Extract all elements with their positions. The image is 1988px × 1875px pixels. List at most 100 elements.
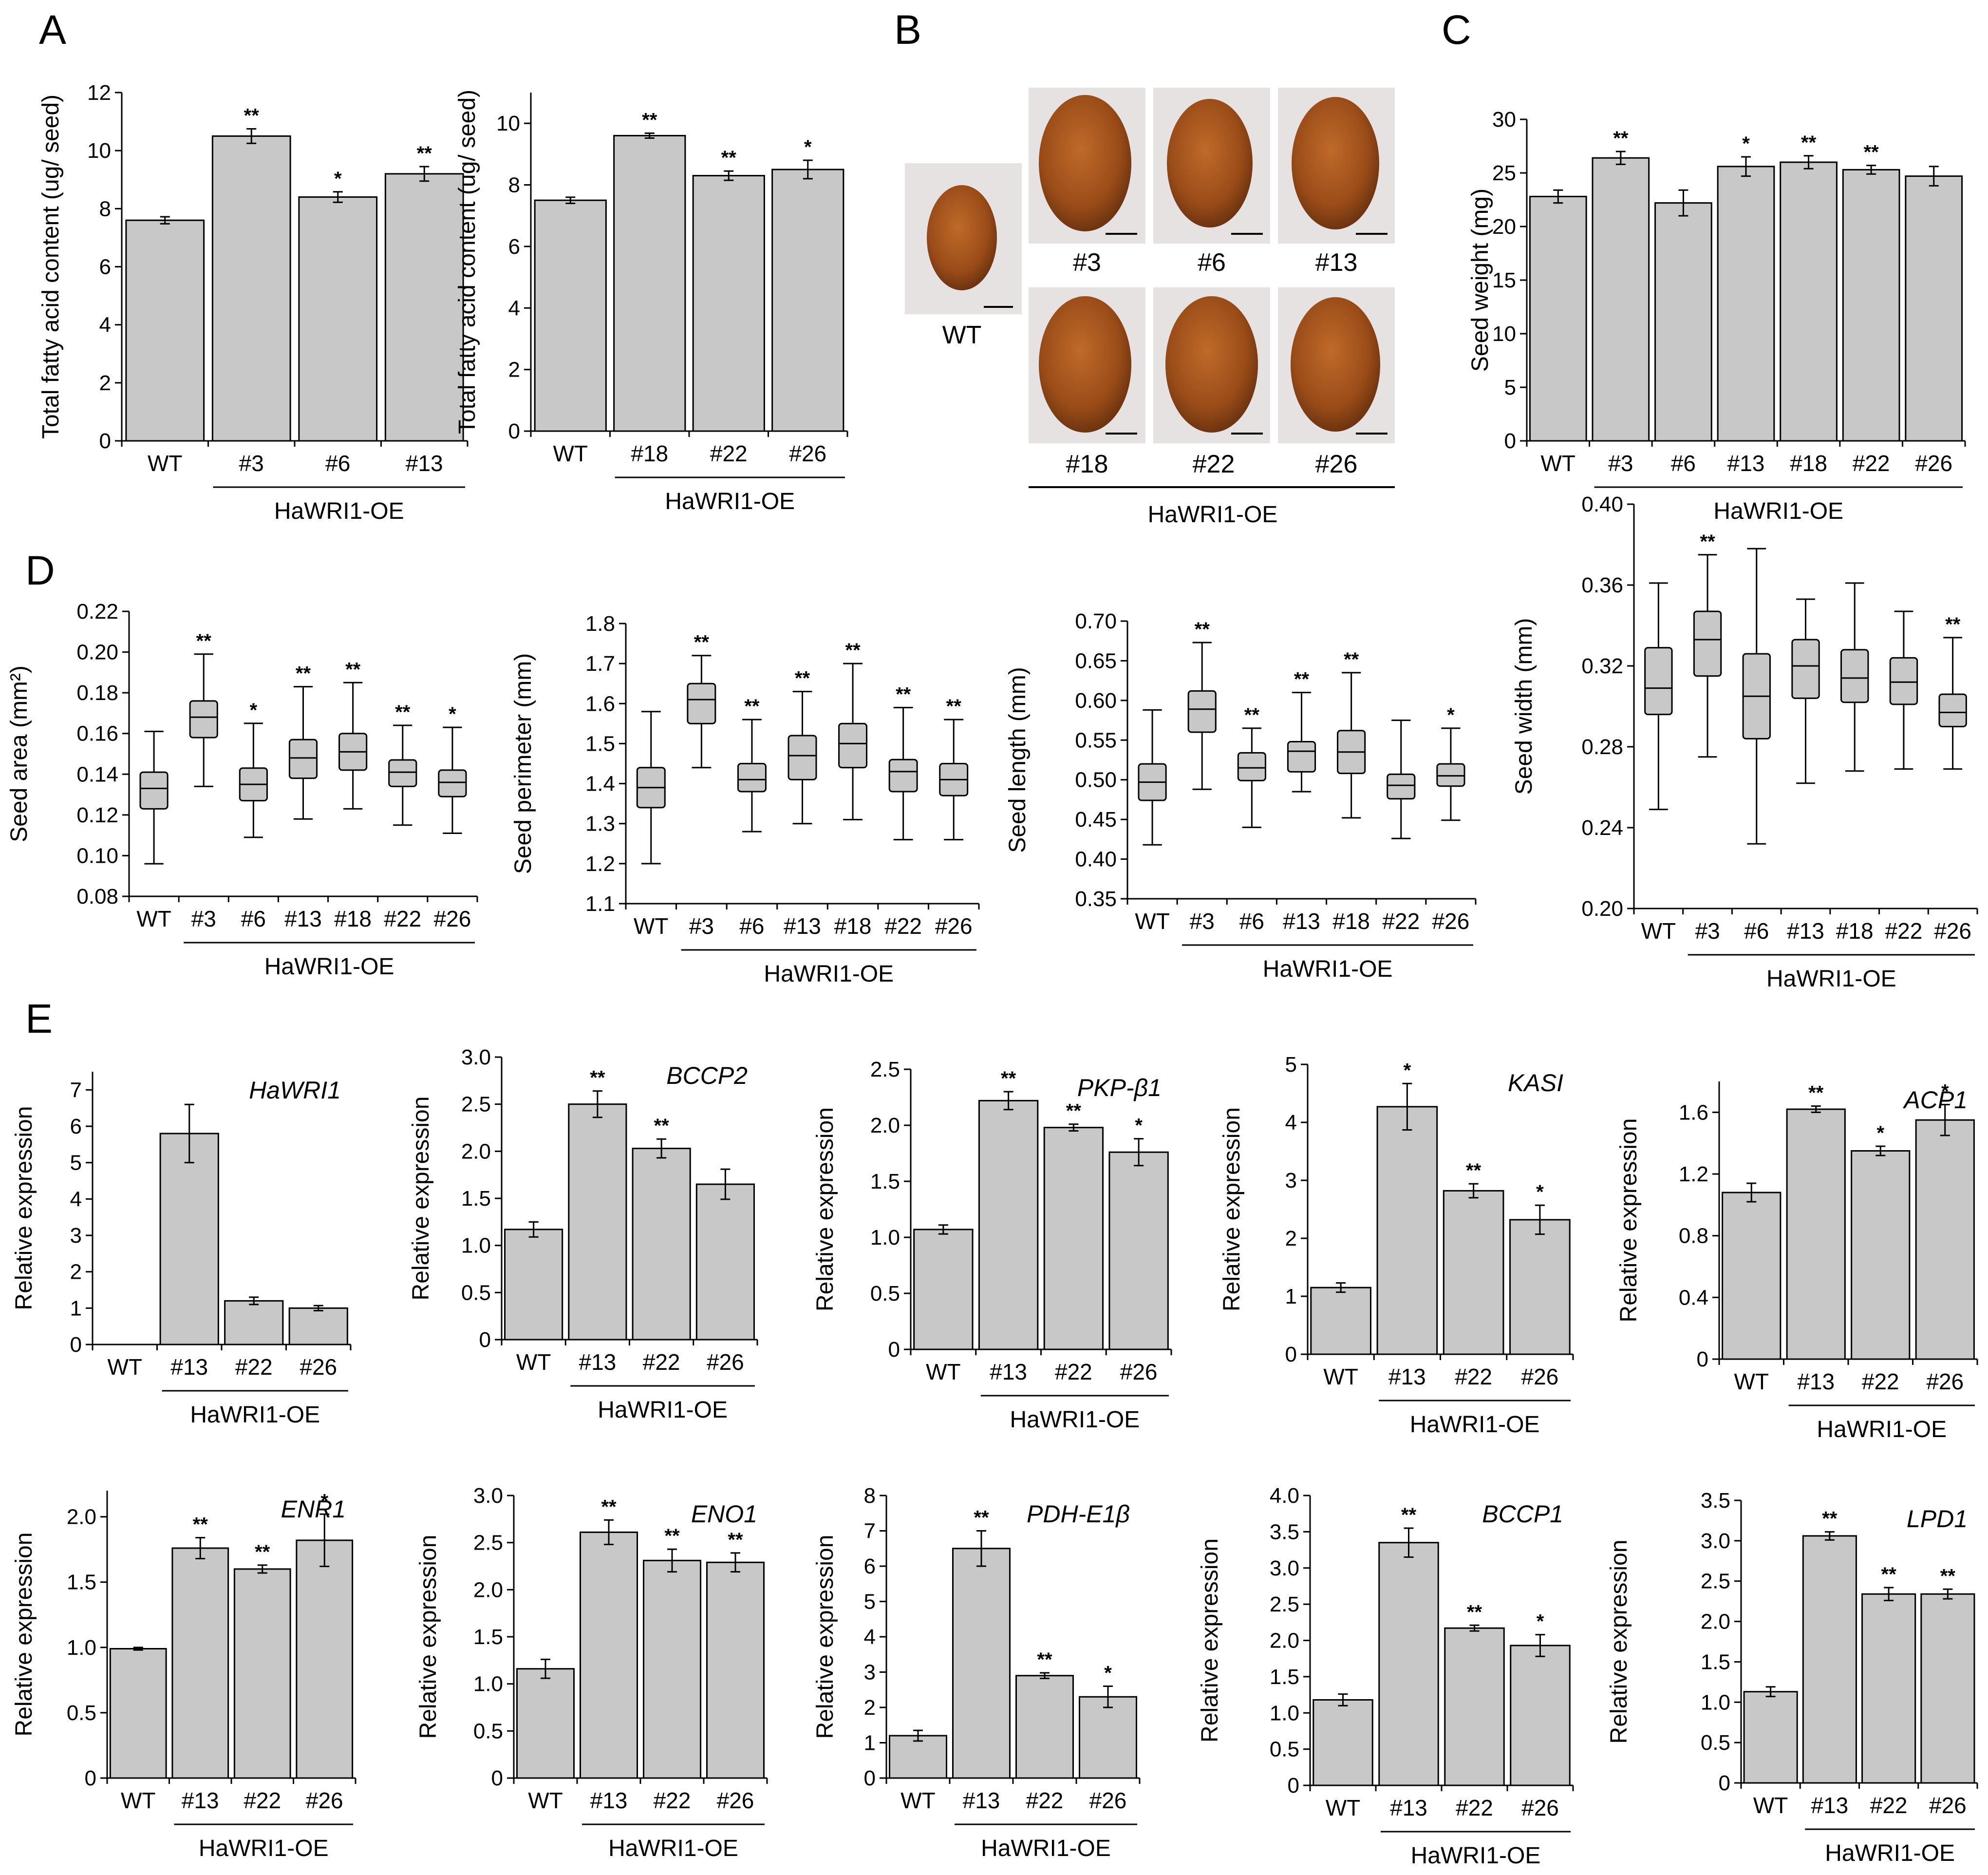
y-tick-label: 0.40 xyxy=(1581,492,1623,516)
category-label: #22 xyxy=(384,906,421,931)
box xyxy=(1791,639,1820,699)
y-axis-label: Relative expression xyxy=(11,1533,37,1737)
bar xyxy=(1443,1190,1504,1355)
bar xyxy=(516,1668,575,1779)
y-tick-label: 2.0 xyxy=(473,1578,503,1602)
y-tick-label: 0.36 xyxy=(1581,573,1623,597)
y-tick-label: 3 xyxy=(1285,1169,1297,1193)
significance-mark: * xyxy=(1536,1181,1544,1203)
y-tick-label: 0.28 xyxy=(1581,735,1623,759)
category-label: WT xyxy=(1135,909,1170,934)
box xyxy=(1436,763,1465,787)
chart-expr-hawri1: 0 1 2 3 4 5 6 7 Relative expression WT #13 #22 #26 Ha… xyxy=(11,1072,352,1428)
group-label: HaWRI1-OE xyxy=(264,954,394,980)
category-label: #3 xyxy=(1695,918,1720,944)
y-tick-label: 1.3 xyxy=(585,812,615,836)
seed-18 xyxy=(1039,296,1131,433)
y-axis-label: Seed width (mm) xyxy=(1511,618,1537,795)
significance-mark: ** xyxy=(296,663,311,684)
box xyxy=(737,763,767,793)
y-tick-label: 2.5 xyxy=(473,1531,503,1555)
y-tick-label: 2.5 xyxy=(461,1093,491,1117)
bar xyxy=(913,1229,974,1350)
category-label: #13 xyxy=(1283,909,1320,934)
bar xyxy=(1444,1627,1505,1786)
box xyxy=(1938,693,1967,727)
gene-label: ACP1 xyxy=(1902,1086,1968,1114)
significance-mark: ** xyxy=(1822,1508,1838,1530)
significance-mark: * xyxy=(250,700,258,721)
y-tick-label: 3.5 xyxy=(1701,1489,1730,1513)
group-label: HaWRI1-OE xyxy=(190,1402,320,1428)
y-tick-label: 0 xyxy=(1697,1347,1708,1371)
bar xyxy=(1376,1106,1438,1355)
category-label: #22 xyxy=(1456,1795,1493,1820)
significance-mark: ** xyxy=(1808,1082,1824,1104)
y-tick-label: 1.0 xyxy=(1270,1701,1299,1725)
y-tick-label: 0 xyxy=(888,1338,900,1362)
category-label: #6 xyxy=(241,906,266,931)
y-axis-label: Total fatty acid content (ug/ seed) xyxy=(38,95,64,439)
y-tick-label: 1.4 xyxy=(585,772,615,796)
y-tick-label: 0.20 xyxy=(1581,897,1623,921)
category-label: #26 xyxy=(1934,918,1971,944)
group-label: HaWRI1-OE xyxy=(1010,1407,1140,1433)
y-tick-label: 0.60 xyxy=(1075,689,1117,713)
y-tick-label: 1 xyxy=(70,1296,82,1320)
y-tick-label: 0 xyxy=(70,1333,82,1357)
category-label: #22 xyxy=(244,1788,281,1813)
seed-wt xyxy=(927,185,997,290)
y-tick-label: 1.5 xyxy=(585,732,615,756)
y-axis-label: Relative expression xyxy=(11,1106,37,1310)
y-axis-label: Total fatty acid content (ug/ seed) xyxy=(454,90,480,434)
chart-expr-kasi: 0 1 2 3 4 5 Relative expression WT #13 #22 #26 HaWR… xyxy=(1219,1053,1574,1438)
category-label: WT xyxy=(148,451,183,476)
box xyxy=(1693,610,1722,677)
y-axis-label: Seed weight (mg) xyxy=(1467,189,1493,372)
box xyxy=(1387,773,1416,800)
photo-label-3: #3 xyxy=(1073,248,1101,277)
y-tick-label: 1.2 xyxy=(1679,1162,1708,1186)
category-label: WT xyxy=(1734,1369,1769,1394)
category-label: #13 xyxy=(1390,1795,1427,1820)
bar xyxy=(296,1539,354,1779)
seed-6 xyxy=(1167,99,1253,227)
category-label: #6 xyxy=(325,451,350,476)
group-label: HaWRI1-OE xyxy=(598,1397,728,1423)
category-label: #26 xyxy=(789,441,826,466)
y-tick-label: 0.5 xyxy=(1270,1738,1299,1761)
category-label: #18 xyxy=(631,441,668,466)
significance-mark: ** xyxy=(196,630,212,652)
y-tick-label: 5 xyxy=(1504,376,1516,399)
significance-mark: ** xyxy=(642,109,657,131)
y-tick-label: 1.1 xyxy=(585,892,615,916)
bar xyxy=(1654,202,1712,442)
y-tick-label: 12 xyxy=(87,81,111,105)
significance-mark: * xyxy=(449,703,456,725)
y-tick-label: 2 xyxy=(99,371,111,395)
y-tick-label: 0.12 xyxy=(76,803,118,827)
y-axis-label: Relative expression xyxy=(1219,1107,1245,1311)
y-tick-label: 8 xyxy=(864,1484,876,1508)
y-tick-label: 3.5 xyxy=(1270,1520,1299,1544)
significance-mark: ** xyxy=(244,105,260,126)
significance-mark: ** xyxy=(1001,1068,1016,1089)
category-label: #22 xyxy=(1055,1359,1092,1384)
seed-26 xyxy=(1291,297,1380,432)
significance-mark: ** xyxy=(1466,1160,1482,1181)
panel-letter-a: A xyxy=(39,7,66,53)
bar xyxy=(1529,195,1587,442)
y-tick-label: 1.5 xyxy=(1701,1650,1730,1674)
category-label: WT xyxy=(1323,1364,1358,1389)
y-tick-label: 5 xyxy=(70,1151,82,1175)
group-label: HaWRI1-OE xyxy=(1766,966,1896,992)
gene-label: PDH-E1β xyxy=(1027,1500,1130,1528)
significance-mark: * xyxy=(320,1490,328,1512)
y-tick-label: 0 xyxy=(85,1766,96,1790)
box xyxy=(888,758,918,793)
chart-expr-lpd1: 0 0.5 1.0 1.5 2.0 2.5 3.0 3.5 Relative expressio… xyxy=(1606,1489,1978,1866)
category-label: #26 xyxy=(1926,1369,1964,1394)
y-tick-label: 4 xyxy=(99,313,111,337)
y-tick-label: 2.0 xyxy=(1270,1629,1299,1653)
chart-seed-length: 0.35 0.40 0.45 0.50 0.55 0.60 0.65 0.70 Seed len… xyxy=(1005,609,1477,982)
